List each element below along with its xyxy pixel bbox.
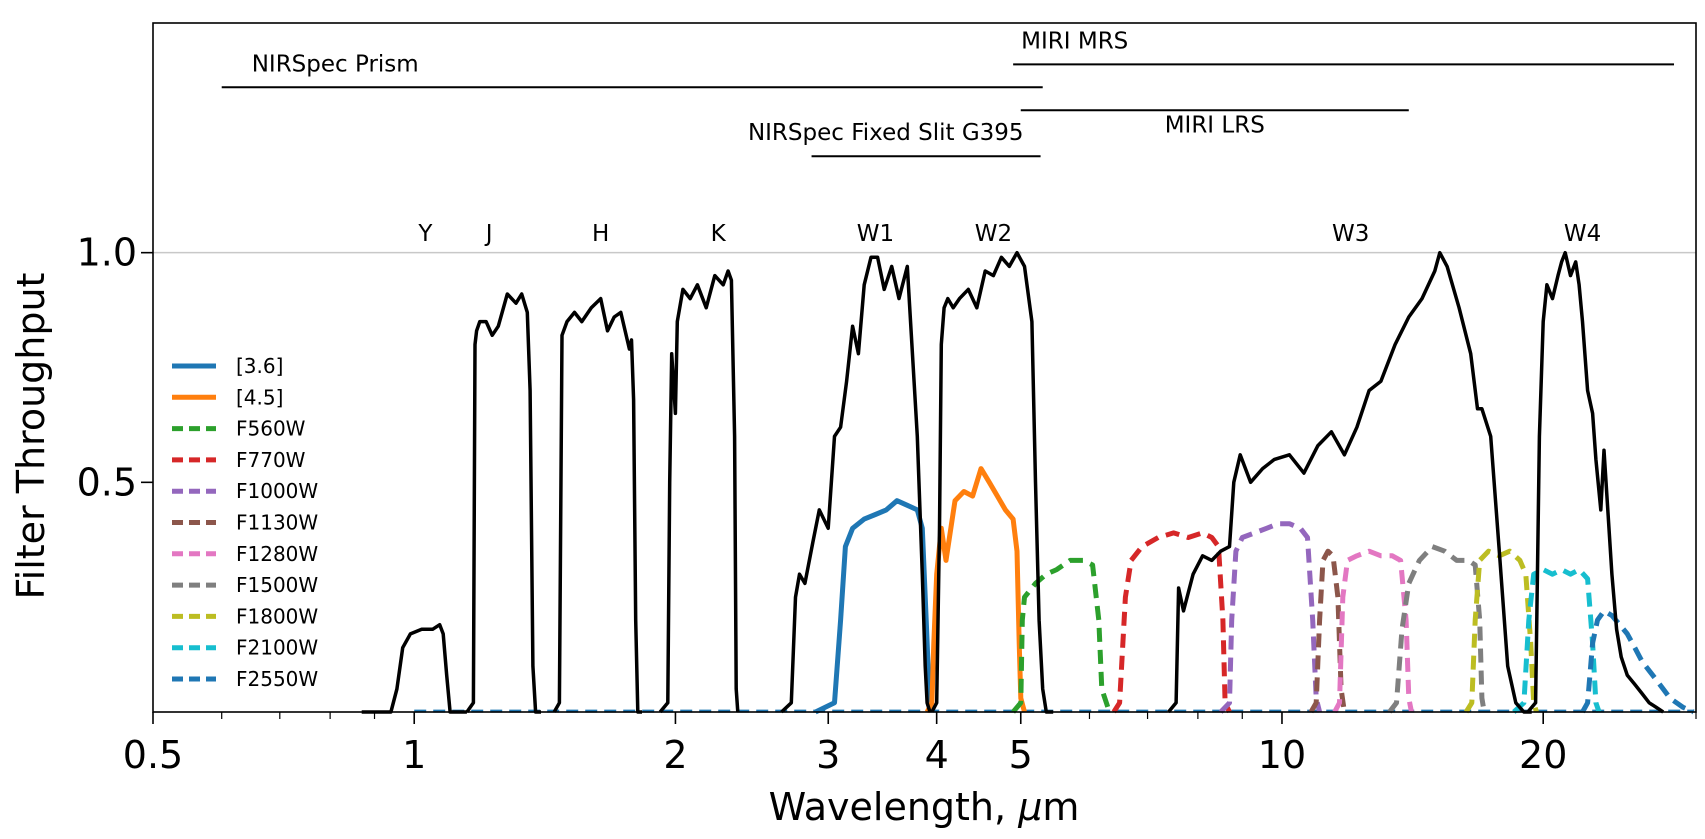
series-line-3 xyxy=(1111,530,1232,714)
reference-filter-curve-0 xyxy=(361,622,467,714)
legend-label-7: F1500W xyxy=(236,573,318,597)
reference-filter-curve-4 xyxy=(780,255,932,714)
legend-label-2: F560W xyxy=(236,417,306,441)
band-label-0: Y xyxy=(417,221,433,247)
x-axis-label-mu: μ xyxy=(1017,785,1042,829)
x-tick-label-3: 3 xyxy=(816,733,840,777)
reference-filter-curves-layer xyxy=(361,250,1665,714)
reference-filter-curve-3 xyxy=(658,269,740,714)
x-tick-label-2: 2 xyxy=(663,733,687,777)
plot-frame xyxy=(152,22,1697,713)
series-line-8 xyxy=(1463,548,1539,714)
series-line-0 xyxy=(814,498,935,715)
x-axis-label-text: Wavelength, xyxy=(769,785,1019,829)
reference-filter-curve-7 xyxy=(1526,250,1665,714)
band-label-2: H xyxy=(592,221,609,247)
legend-label-6: F1280W xyxy=(236,542,318,566)
legend-label-8: F1800W xyxy=(236,604,318,628)
y-tick-label-0: 0.5 xyxy=(77,460,137,504)
legend-label-4: F1000W xyxy=(236,479,318,503)
reference-filter-curve-5 xyxy=(930,250,1054,714)
series-line-6 xyxy=(1332,548,1414,714)
legend-label-0: [3.6] xyxy=(236,354,283,378)
series-line-4 xyxy=(1218,521,1323,714)
x-axis-label-unit: m xyxy=(1042,785,1079,829)
legend: [3.6] [4.5] F560W F770W F1000W F1130W F1280W F1… xyxy=(172,354,318,691)
band-label-5: W2 xyxy=(975,221,1012,247)
x-tick-label-5: 5 xyxy=(1009,733,1033,777)
x-tick-label-7: 20 xyxy=(1519,733,1567,777)
filter-curves-layer xyxy=(414,466,1695,715)
legend-label-3: F770W xyxy=(236,448,306,472)
band-label-7: W4 xyxy=(1564,221,1601,247)
instrument-annotations-layer: Y J H K W1 W2 W3 W4 NIRSpec Prism MIRI MRS MIRI LR… xyxy=(221,28,1675,247)
y-axis-label: Filter Throughput xyxy=(9,273,53,600)
legend-label-1: [4.5] xyxy=(236,385,283,409)
band-label-4: W1 xyxy=(857,221,894,247)
series-line-7 xyxy=(1387,544,1487,714)
x-axis-label: Wavelength, μm xyxy=(769,785,1080,829)
legend-label-9: F2100W xyxy=(236,636,318,660)
legend-label-10: F2550W xyxy=(236,667,318,691)
instrument-label-0: NIRSpec Prism xyxy=(252,51,419,77)
band-label-6: W3 xyxy=(1332,221,1369,247)
x-tick-label-0: 0.5 xyxy=(123,733,183,777)
y-tick-label-1: 1.0 xyxy=(77,231,137,275)
axes-layer: 0.5 1 2 3 4 5 10 20 0.5 1.0 xyxy=(77,231,1697,777)
reference-filter-curve-6 xyxy=(1167,250,1532,714)
x-tick-label-6: 10 xyxy=(1258,733,1306,777)
band-label-3: K xyxy=(711,221,727,247)
instrument-label-2: MIRI LRS xyxy=(1165,112,1265,138)
reference-filter-curve-2 xyxy=(552,296,642,714)
legend-label-5: F1130W xyxy=(236,511,318,535)
instrument-label-1: MIRI MRS xyxy=(1021,28,1128,54)
x-tick-label-1: 1 xyxy=(402,733,426,777)
series-line-1 xyxy=(924,466,1027,714)
series-line-2 xyxy=(1011,557,1116,714)
series-line-10 xyxy=(1580,608,1695,715)
x-tick-label-4: 4 xyxy=(925,733,949,777)
band-label-1: J xyxy=(484,221,493,247)
instrument-label-3: NIRSpec Fixed Slit G395 xyxy=(748,120,1024,146)
reference-filter-curve-1 xyxy=(465,292,541,714)
